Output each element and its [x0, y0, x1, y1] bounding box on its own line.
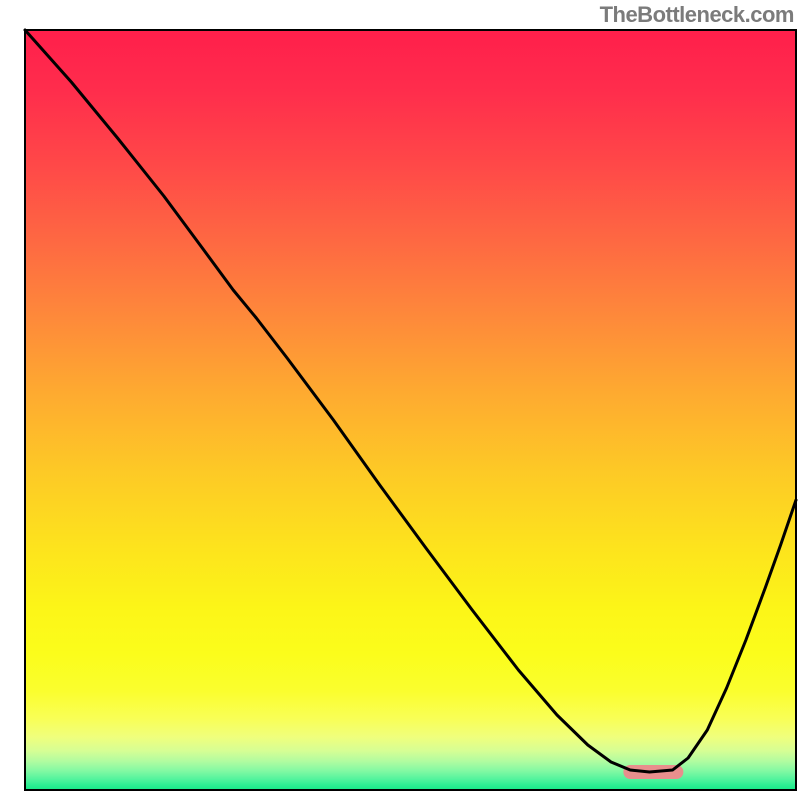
watermark-text: TheBottleneck.com: [600, 2, 794, 28]
plot-background: [25, 30, 796, 790]
chart-canvas: [0, 0, 800, 800]
bottleneck-chart: TheBottleneck.com: [0, 0, 800, 800]
